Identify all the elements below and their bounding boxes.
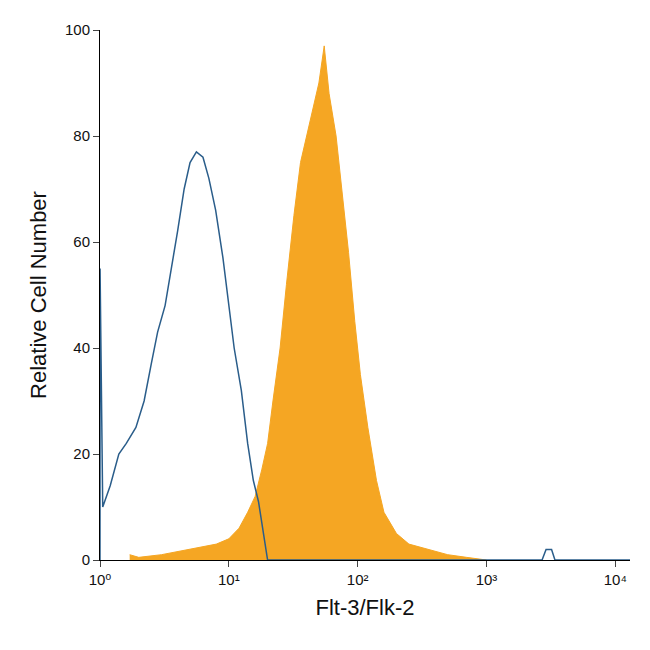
svg-text:Relative Cell Number: Relative Cell Number <box>26 191 51 399</box>
svg-text:20: 20 <box>73 445 90 462</box>
svg-text:10⁴: 10⁴ <box>604 571 627 588</box>
svg-text:Flt-3/Flk-2: Flt-3/Flk-2 <box>316 595 415 620</box>
svg-text:40: 40 <box>73 339 90 356</box>
svg-text:10²: 10² <box>347 571 369 588</box>
svg-text:10³: 10³ <box>476 571 498 588</box>
svg-text:10¹: 10¹ <box>218 571 240 588</box>
svg-text:100: 100 <box>65 21 90 38</box>
svg-text:10⁰: 10⁰ <box>89 571 112 588</box>
svg-text:60: 60 <box>73 233 90 250</box>
svg-text:80: 80 <box>73 127 90 144</box>
svg-text:0: 0 <box>82 551 90 568</box>
